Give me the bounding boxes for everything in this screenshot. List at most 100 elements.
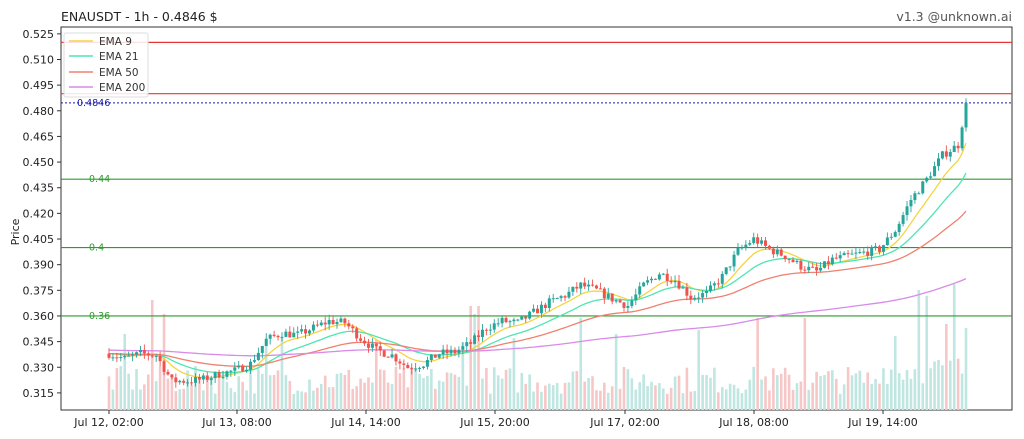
candle-body	[767, 245, 771, 249]
candle-body	[587, 284, 591, 287]
volume-bar	[135, 369, 138, 410]
candle-body	[331, 319, 335, 325]
volume-bar	[893, 336, 897, 410]
volume-bar	[831, 370, 834, 410]
volume-bar	[705, 374, 708, 410]
candle-body	[296, 331, 300, 333]
volume-bar	[713, 367, 716, 410]
candle-body	[123, 355, 127, 358]
candle-body	[158, 355, 162, 362]
candle-body	[386, 356, 390, 358]
candle-body	[826, 261, 830, 265]
candle-body	[335, 321, 339, 325]
candle-body	[516, 319, 520, 321]
volume-bar	[748, 379, 752, 410]
y-tick-label: 0.510	[23, 53, 55, 66]
volume-bar	[410, 367, 414, 410]
candle-body	[268, 334, 272, 339]
candle-body	[874, 246, 878, 248]
candle-body	[150, 355, 154, 357]
volume-bar	[618, 388, 622, 410]
volume-bar	[854, 373, 858, 410]
volume-bar	[945, 324, 948, 410]
volume-bar	[768, 390, 771, 410]
volume-bar	[445, 372, 449, 410]
volume-bar	[382, 370, 386, 410]
candle-body	[948, 152, 952, 157]
x-tick-label: Jul 18, 08:00	[718, 416, 788, 429]
candle-body	[480, 329, 484, 337]
volume-bar	[673, 376, 677, 410]
volume-bar	[783, 367, 787, 410]
volume-bar	[414, 368, 417, 410]
volume-bar	[760, 379, 763, 410]
candle-body	[363, 340, 367, 344]
volume-bar	[654, 385, 657, 410]
candle-body	[748, 243, 752, 245]
candle-body	[571, 286, 575, 292]
candle-body	[878, 246, 882, 252]
volume-bar	[815, 371, 818, 410]
volume-bar	[555, 383, 559, 410]
candle-body	[917, 193, 921, 195]
candle-body	[870, 246, 874, 256]
volume-bar	[485, 368, 488, 410]
volume-bar	[544, 385, 547, 410]
volume-bar	[807, 389, 811, 410]
candle-body	[311, 324, 315, 331]
volume-bar	[787, 374, 791, 410]
candle-body	[166, 371, 170, 375]
volume-bar	[646, 386, 649, 410]
volume-bar	[508, 368, 512, 410]
candle-body	[355, 328, 359, 339]
volume-bar	[878, 383, 881, 410]
volume-bar	[862, 382, 866, 410]
candle-body	[201, 375, 205, 380]
candle-body	[304, 329, 308, 334]
candle-body	[779, 249, 783, 256]
y-tick-label: 0.360	[23, 310, 55, 323]
volume-bar	[697, 330, 700, 410]
candle-body	[178, 380, 182, 383]
volume-bar	[823, 375, 826, 410]
volume-bar	[249, 370, 252, 410]
candle-body	[740, 247, 744, 249]
volume-bar	[154, 381, 158, 410]
volume-bar	[575, 371, 579, 410]
volume-bar	[300, 391, 303, 410]
candle-body	[449, 349, 453, 354]
volume-bar	[536, 382, 539, 410]
candle-body	[319, 322, 323, 326]
candle-body	[583, 282, 587, 287]
volume-bar	[717, 392, 720, 410]
volume-bar	[882, 368, 885, 410]
candle-body	[217, 372, 221, 378]
candle-body	[421, 366, 425, 368]
candle-body	[288, 331, 292, 338]
volume-bars	[107, 284, 968, 410]
volume-bar	[540, 391, 543, 410]
volume-bar	[563, 382, 567, 410]
candle-body	[473, 335, 477, 344]
volume-bar	[827, 371, 830, 410]
volume-bar	[394, 366, 398, 410]
volume-bar	[567, 382, 571, 410]
y-tick-label: 0.480	[23, 105, 55, 118]
candle-body	[382, 350, 386, 357]
candle-body	[437, 354, 441, 358]
candle-body	[838, 255, 842, 259]
candle-body	[701, 293, 705, 298]
volume-bar	[327, 387, 331, 410]
candle-body	[693, 297, 697, 300]
volume-bar	[897, 373, 901, 410]
candle-body	[441, 349, 445, 355]
volume-bar	[803, 318, 807, 410]
candle-body	[728, 266, 732, 268]
candle-body	[893, 232, 897, 237]
candle-body	[272, 334, 276, 336]
candle-body	[520, 316, 524, 320]
volume-bar	[681, 393, 685, 410]
volume-bar	[850, 375, 854, 410]
volume-bar	[245, 390, 248, 410]
